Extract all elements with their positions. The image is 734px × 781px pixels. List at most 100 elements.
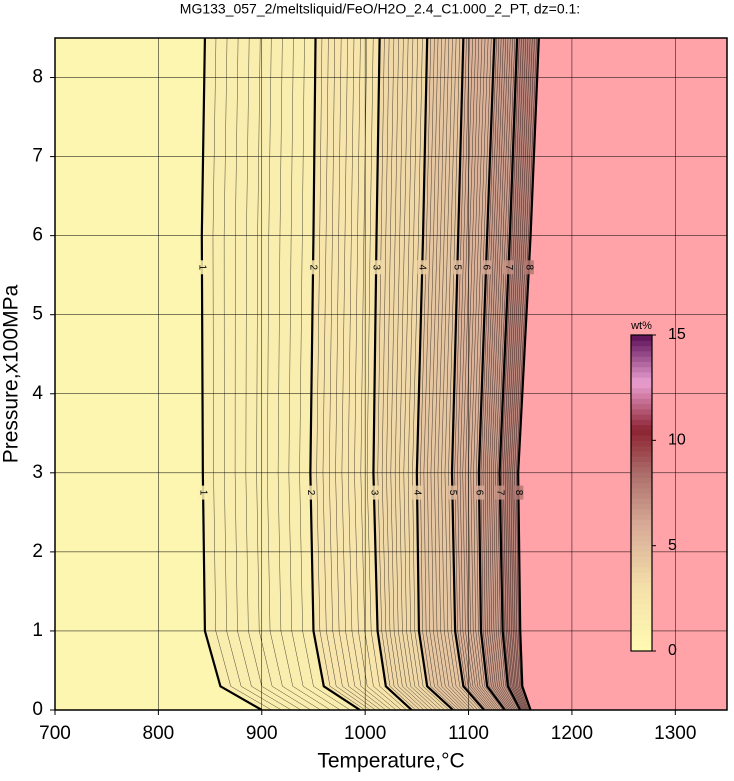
y-tick-label: 6 — [32, 225, 43, 246]
contour-label: 2 — [305, 490, 316, 496]
colorbar-segment — [631, 635, 652, 642]
colorbar-segment — [631, 482, 652, 489]
x-tick-label: 700 — [39, 723, 71, 744]
x-tick-label: 1100 — [448, 723, 489, 744]
colorbar-segment — [631, 498, 652, 505]
colorbar-segment — [631, 561, 652, 568]
contour-label-box — [368, 485, 379, 500]
colorbar-segment — [631, 356, 652, 362]
x-tick-label: 1300 — [654, 723, 696, 744]
chart-title: MG133_057_2/meltsliquid/FeO/H2O_2.4_C1.0… — [180, 1, 580, 17]
colorbar-segment — [631, 377, 652, 383]
contour-label-box — [481, 260, 492, 275]
colorbar-segment — [631, 461, 652, 468]
contour-label: 6 — [480, 264, 491, 270]
colorbar-tick-label: 0 — [668, 642, 677, 659]
contour-label-box — [474, 485, 485, 500]
colorbar-segment — [631, 408, 652, 415]
colorbar-segment — [631, 361, 652, 368]
colorbar-segment — [631, 345, 652, 352]
colorbar-segment — [631, 429, 652, 436]
contour-label-box — [196, 260, 207, 275]
colorbar-segment — [631, 403, 652, 410]
colorbar-segment — [631, 545, 652, 552]
y-tick-label: 0 — [32, 699, 43, 720]
y-tick-label: 5 — [32, 304, 43, 325]
colorbar-segment — [631, 550, 652, 557]
colorbar-segment — [631, 572, 652, 578]
colorbar-segment — [631, 624, 652, 631]
colorbar-segment — [631, 445, 652, 452]
contour-label: 8 — [513, 490, 524, 496]
colorbar-segment — [631, 340, 652, 347]
contour-label-box — [513, 485, 524, 500]
x-tick-label: 1200 — [551, 723, 593, 744]
colorbar-segment — [631, 614, 652, 620]
x-tick-label: 1000 — [344, 723, 386, 744]
colorbar-segment — [631, 466, 652, 473]
x-tick-label: 800 — [143, 723, 175, 744]
colorbar-segment — [631, 587, 652, 594]
colorbar-segment — [631, 608, 652, 615]
colorbar-segment — [631, 414, 652, 420]
colorbar-segment — [631, 540, 652, 547]
contour-label-box — [417, 260, 428, 275]
x-axis-label: Temperature,°C — [317, 750, 464, 773]
y-tick-label: 8 — [32, 67, 43, 88]
colorbar-segment — [631, 435, 652, 441]
colorbar-segment — [631, 529, 652, 536]
contour-label: 7 — [503, 264, 514, 270]
colorbar-segment — [631, 366, 652, 373]
colorbar-segment — [631, 519, 652, 526]
colorbar-segment — [631, 419, 652, 426]
contour-label-box — [198, 485, 209, 500]
y-axis-label: Pressure,x100MPa — [0, 284, 23, 463]
colorbar-segment — [631, 371, 652, 378]
contour-label-box — [308, 260, 319, 275]
colorbar-segment — [631, 440, 652, 447]
colorbar-segment — [631, 503, 652, 510]
colorbar-tick-label: 10 — [668, 432, 686, 449]
colorbar-segment — [631, 487, 652, 494]
colorbar-segment — [631, 514, 652, 520]
contour-label-box — [503, 260, 514, 275]
plot-area — [55, 38, 727, 710]
colorbar-segment — [631, 471, 652, 478]
colorbar-segment — [631, 335, 652, 341]
contour-label: 5 — [447, 490, 458, 496]
contour-label-box — [412, 485, 423, 500]
overlay: 700 800 900 1000 1100 1200 1300 0 1 2 3 4 5 6 7 8 1 1 2 2 3 3… — [32, 37, 728, 744]
y-tick-label: 7 — [32, 146, 43, 167]
colorbar-segment — [631, 508, 652, 515]
contour-label: 4 — [411, 490, 422, 496]
contour-label: 3 — [368, 490, 379, 496]
colorbar-segment — [631, 456, 652, 462]
colorbar-tick-label: 5 — [668, 537, 677, 554]
colorbar-segment — [631, 387, 652, 394]
colorbar-segment — [631, 577, 652, 584]
colorbar-segment — [631, 556, 652, 563]
x-tick-label: 900 — [246, 723, 278, 744]
contour-label: 1 — [197, 490, 208, 496]
y-tick-label: 2 — [32, 541, 43, 562]
colorbar-segment — [631, 598, 652, 605]
contour-label: 3 — [370, 264, 381, 270]
colorbar-segment — [631, 566, 652, 573]
contour-label: 6 — [473, 490, 484, 496]
colorbar-frame — [630, 334, 653, 652]
y-tick-label: 3 — [32, 462, 43, 483]
contour-label-box — [447, 485, 458, 500]
contour-label-box — [305, 485, 316, 500]
colorbar-segment — [631, 382, 652, 389]
contour-label: 8 — [523, 264, 534, 270]
contour-label-box — [371, 260, 382, 275]
colorbar-segment — [631, 450, 652, 457]
contour-label: 1 — [196, 264, 207, 270]
colorbar-segment — [631, 603, 652, 610]
colorbar-segment — [631, 477, 652, 484]
colorbar-segment — [631, 524, 652, 531]
colorbar-segment — [631, 392, 652, 399]
colorbar-tick-label: 15 — [668, 326, 686, 343]
contour-label: 7 — [494, 490, 505, 496]
